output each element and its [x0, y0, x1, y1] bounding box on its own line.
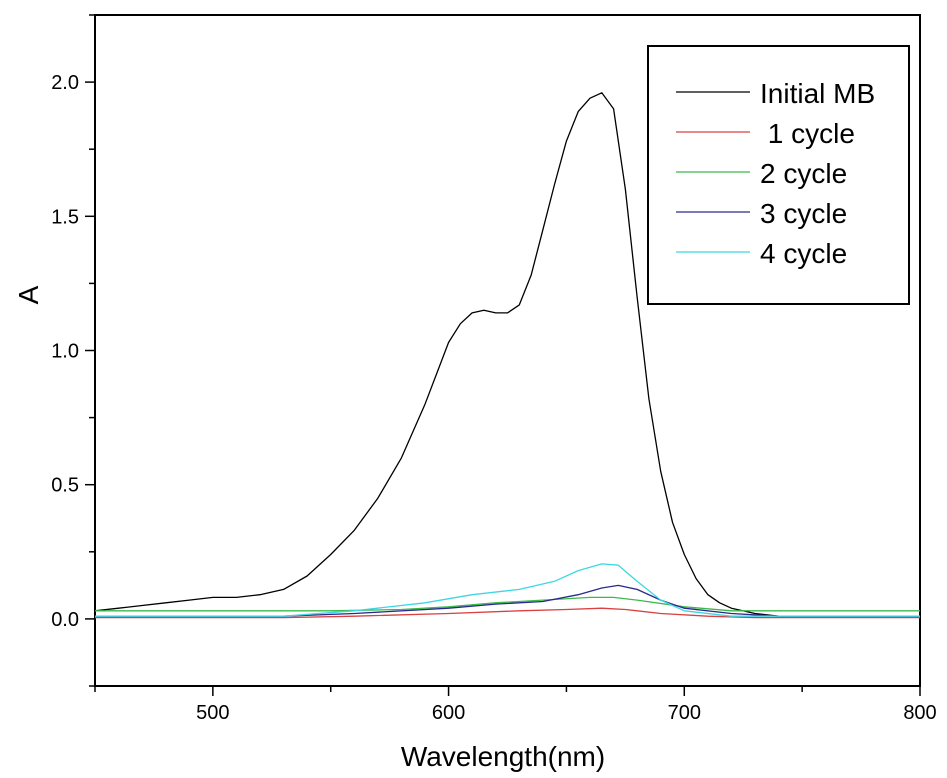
legend-items: Initial MB 1 cycle 2 cycle 3 cycle 4 cycle	[676, 78, 875, 269]
x-tick-label: 500	[196, 702, 229, 724]
y-axis-title: A	[13, 285, 44, 304]
legend-box	[647, 45, 910, 305]
series-line-1	[94, 92, 920, 617]
x-tick-label: 600	[432, 702, 465, 724]
series-line-4	[95, 584, 920, 617]
legend: Initial MB 1 cycle 2 cycle 3 cycle 4 cycle	[647, 45, 910, 305]
legend-label-2: 1 cycle	[760, 118, 855, 149]
legend-label-5: 4 cycle	[760, 238, 847, 269]
series-line-5	[95, 563, 920, 617]
y-tick-label: 1.5	[51, 206, 79, 228]
y-tick-label: 0.0	[51, 609, 79, 631]
legend-label-4: 3 cycle	[760, 198, 847, 229]
axis-ticks	[85, 14, 921, 696]
series-line-2	[95, 607, 920, 619]
legend-label-1: Initial MB	[760, 78, 875, 109]
y-tick-label: 0.5	[51, 475, 79, 497]
y-tick-label: 1.0	[51, 341, 79, 363]
x-tick-label: 800	[903, 702, 936, 724]
axis-tick-labels: 500 600 700 800 0.0 0.5 1.0 1.5 2.0	[51, 72, 937, 724]
x-axis-title: Wavelength(nm)	[401, 741, 605, 772]
y-tick-label: 2.0	[51, 72, 79, 94]
x-tick-label: 700	[668, 702, 701, 724]
series-lines	[94, 92, 920, 619]
series-line-3	[95, 596, 920, 612]
legend-label-3: 2 cycle	[760, 158, 847, 189]
